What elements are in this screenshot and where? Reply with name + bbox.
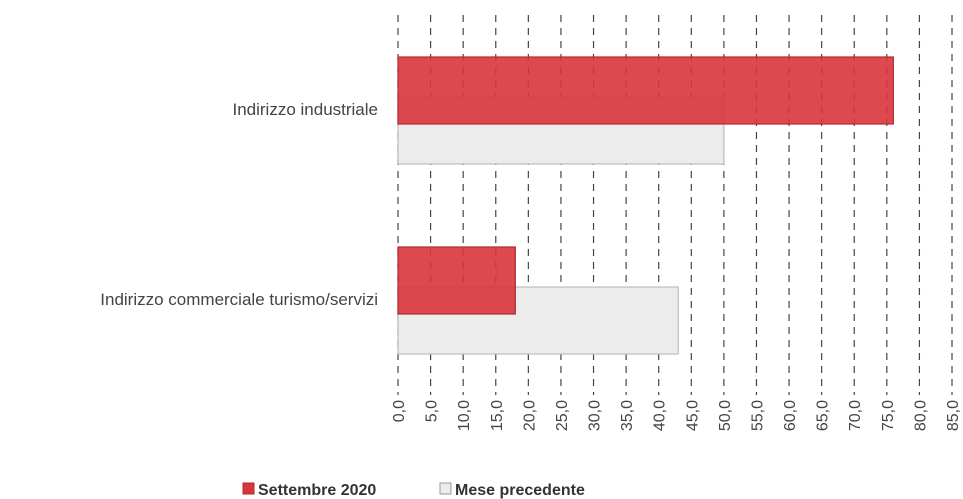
x-tick-label: 80,0	[912, 400, 929, 431]
x-tick-label: 35,0	[619, 400, 636, 431]
legend-label: Settembre 2020	[258, 482, 376, 499]
x-tick-label: 75,0	[880, 400, 897, 431]
legend-swatch	[242, 482, 255, 495]
x-tick-label: 5,0	[424, 400, 441, 422]
bar	[397, 56, 894, 125]
legend-label: Mese precedente	[455, 482, 585, 499]
x-tick-label: 20,0	[521, 400, 538, 431]
x-tick-label: 25,0	[554, 400, 571, 431]
category-label: Indirizzo industriale	[232, 100, 378, 119]
x-tick-label: 45,0	[684, 400, 701, 431]
x-tick-label: 65,0	[815, 400, 832, 431]
x-tick-label: 55,0	[749, 400, 766, 431]
legend-swatch	[439, 482, 452, 495]
x-tick-label: 50,0	[717, 400, 734, 431]
x-tick-label: 15,0	[489, 400, 506, 431]
x-tick-label: 10,0	[456, 400, 473, 431]
x-tick-label: 85,0	[945, 400, 962, 431]
bar	[397, 246, 516, 315]
x-tick-label: 30,0	[587, 400, 604, 431]
x-tick-label: 0,0	[391, 400, 408, 422]
x-tick-label: 60,0	[782, 400, 799, 431]
category-label: Indirizzo commerciale turismo/servizi	[100, 290, 378, 309]
x-tick-label: 40,0	[652, 400, 669, 431]
x-tick-label: 70,0	[847, 400, 864, 431]
bar	[397, 286, 679, 355]
